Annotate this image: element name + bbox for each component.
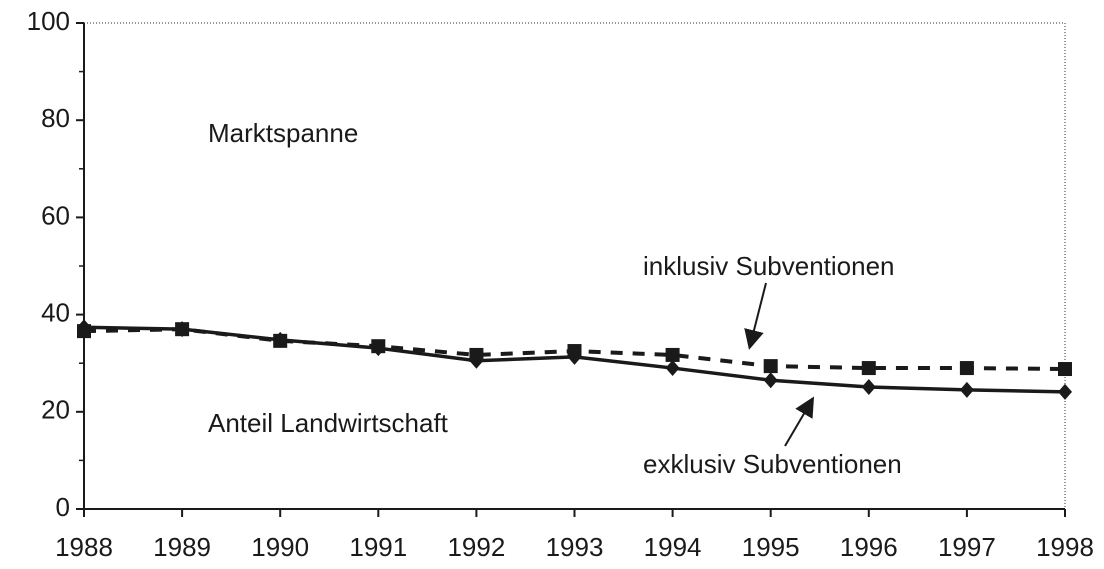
marker [665,360,680,377]
x-tick-label: 1997 [938,532,996,562]
marker [469,352,484,369]
arrow [784,396,815,447]
y-tick-label: 80 [41,103,70,133]
x-tick-label: 1993 [546,532,604,562]
marker [959,381,974,398]
marker [175,321,190,338]
x-tick-label: 1996 [840,532,898,562]
annotation: Anteil Landwirtschaft [208,408,449,438]
y-tick-label: 20 [41,395,70,425]
marker [861,379,876,396]
series-label: inklusiv Subventionen [643,251,895,281]
x-tick-label: 1991 [349,532,407,562]
x-tick-label: 1990 [251,532,309,562]
y-tick-label: 40 [41,297,70,327]
y-tick-label: 60 [41,200,70,230]
marker [567,348,582,365]
x-tick-label: 1998 [1036,532,1094,562]
arrow [744,282,767,350]
annotation: Marktspanne [208,118,358,148]
marker [371,340,386,357]
y-tick-label: 100 [27,6,70,36]
marker [1058,362,1072,377]
marker [273,331,288,348]
x-tick-label: 1988 [55,532,113,562]
x-tick-label: 1995 [742,532,800,562]
x-tick-label: 1989 [153,532,211,562]
x-tick-label: 1994 [644,532,702,562]
marker [763,359,778,374]
marker [959,361,974,376]
y-tick-label: 0 [56,492,70,522]
marker [763,372,778,389]
x-tick-label: 1992 [447,532,505,562]
marker [77,319,91,336]
marker [861,361,876,376]
marker [1058,383,1072,400]
series-label: exklusiv Subventionen [643,449,902,479]
marker [665,347,680,362]
